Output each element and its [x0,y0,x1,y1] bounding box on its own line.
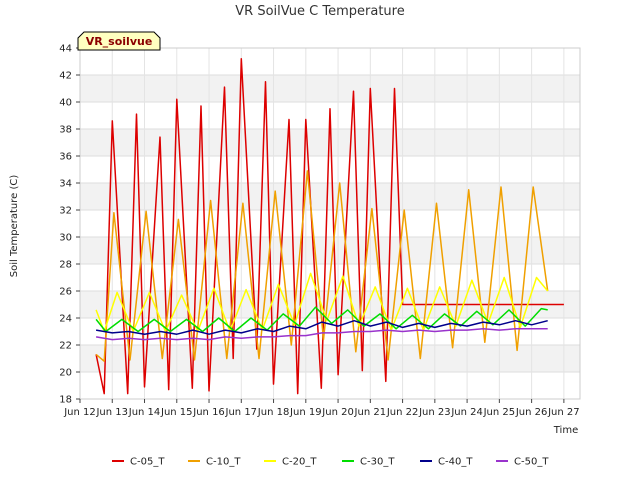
y-tick-label: 44 [59,44,72,55]
background-band [80,183,580,210]
y-tick-label: 22 [59,341,72,352]
y-tick-label: 18 [59,395,72,406]
x-tick-label: Jun 18 [257,407,290,418]
y-tick-label: 24 [59,314,72,325]
chart-title: VR SoilVue C Temperature [235,4,404,19]
background-band [80,345,580,372]
legend-item-C-30_T: C-30_T [342,457,395,468]
legend-item-C-50_T: C-50_T [496,457,549,468]
y-tick-label: 40 [59,98,72,109]
background-band [80,75,580,102]
y-tick-label: 20 [59,368,72,379]
x-tick-label: Jun 19 [289,407,322,418]
grid-lines [79,47,580,400]
x-axis-ticks: Jun 12 Jun 13 Jun 14 Jun 15 Jun 16 Jun 17 Jun … [63,399,580,418]
legend-item-C-10_T: C-10_T [188,457,241,468]
series-line-C-50_T [95,328,548,341]
x-tick-label: Jun 21 [354,407,387,418]
y-tick-label: 30 [59,233,72,244]
series-line-C-40_T [95,319,548,335]
legend-label: C-20_T [282,457,317,468]
station-label-text: VR_soilvue [86,35,153,48]
plot-background-bands [80,75,580,372]
legend-label: C-30_T [360,457,395,468]
x-tick-label: Jun 23 [418,407,451,418]
x-tick-label: Jun 12 [63,407,96,418]
legend-label: C-05_T [130,457,165,468]
plot-frame [79,47,581,400]
series-line-C-05_T [95,58,564,395]
y-tick-label: 42 [59,71,72,82]
x-tick-label: Jun 17 [225,407,258,418]
x-tick-label: Jun 22 [386,407,419,418]
y-tick-label: 36 [59,152,72,163]
x-tick-label: Jun 26 [515,407,548,418]
x-tick-label: Jun 24 [450,407,483,418]
y-axis-label: Soil Temperature (C) [9,175,20,278]
x-tick-label: Jun 15 [160,407,193,418]
x-tick-label: Jun 20 [321,407,354,418]
legend-item-C-05_T: C-05_T [112,457,165,468]
y-tick-label: 26 [59,287,72,298]
station-label-box [77,31,161,51]
station-label-tag: VR_soilvue [77,31,161,51]
y-tick-label: 32 [59,206,72,217]
x-tick-label: Jun 27 [547,407,580,418]
series-layer [95,58,564,395]
legend-item-C-20_T: C-20_T [264,457,317,468]
y-tick-label: 28 [59,260,72,271]
legend: C-05_T C-10_T C-20_T C-30_T C-40_T C-50_T [112,457,549,468]
x-tick-label: Jun 16 [192,407,225,418]
background-band [80,129,580,156]
legend-label: C-40_T [438,457,473,468]
background-band [80,237,580,264]
series-line-C-10_T [95,170,549,362]
y-tick-label: 34 [59,179,72,190]
x-tick-label: Jun 13 [95,407,128,418]
y-axis-ticks: 18 20 22 24 26 28 30 32 34 36 38 40 42 44 [59,44,80,406]
x-axis-label: Time [553,425,578,436]
legend-label: C-10_T [206,457,241,468]
x-tick-label: Jun 14 [128,407,161,418]
legend-item-C-40_T: C-40_T [420,457,473,468]
legend-label: C-50_T [514,457,549,468]
y-tick-label: 38 [59,125,72,136]
x-tick-label: Jun 25 [483,407,516,418]
series-line-C-30_T [95,306,548,333]
